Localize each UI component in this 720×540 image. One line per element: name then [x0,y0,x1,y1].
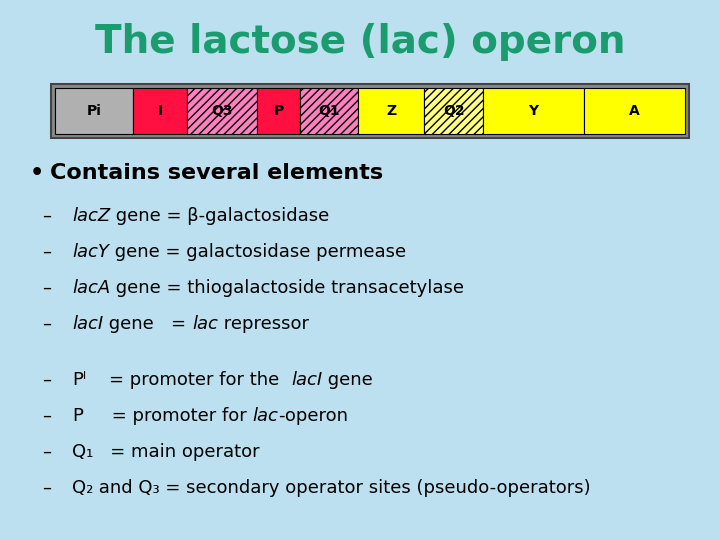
Text: –: – [42,279,51,297]
Text: –: – [42,315,51,333]
Text: gene: gene [322,371,373,389]
Text: = promoter for the: = promoter for the [86,371,291,389]
Text: –: – [42,479,51,497]
Text: lacY: lacY [72,243,109,261]
Text: gene = thiogalactoside transacetylase: gene = thiogalactoside transacetylase [110,279,464,297]
Text: The lactose (lac) operon: The lactose (lac) operon [95,23,625,61]
Text: -operon: -operon [278,407,348,425]
Text: lacA: lacA [72,279,110,297]
Text: –: – [42,443,51,461]
Text: gene   =: gene = [103,315,192,333]
Text: repressor: repressor [217,315,309,333]
Text: lacI: lacI [72,315,103,333]
Text: Q3: Q3 [212,104,233,118]
Text: A: A [629,104,640,118]
Text: –: – [42,207,51,225]
Text: Q₁: Q₁ [72,443,94,461]
Text: Q₂: Q₂ [72,479,94,497]
Text: lacZ: lacZ [72,207,110,225]
Text: –: – [42,371,51,389]
Bar [55,88,132,134]
Text: Pᴵ: Pᴵ [72,371,86,389]
Text: lacI: lacI [291,371,322,389]
Text: Pi: Pi [86,104,102,118]
Text: P: P [72,407,83,425]
Bar [257,88,300,134]
Bar [300,88,359,134]
Text: P: P [274,104,284,118]
Bar [51,84,689,138]
Text: Q1: Q1 [318,104,340,118]
Text: Contains several elements: Contains several elements [50,163,383,183]
Text: and Q₃ = secondary operator sites (pseudo-operators): and Q₃ = secondary operator sites (pseud… [94,479,591,497]
Text: Z: Z [387,104,397,118]
Text: gene = β-galactosidase: gene = β-galactosidase [110,207,330,225]
Text: –: – [42,243,51,261]
Text: I: I [158,104,163,118]
Bar [187,88,257,134]
Text: –: – [42,407,51,425]
Text: lac: lac [192,315,217,333]
Text: lac: lac [253,407,278,425]
Text: = promoter for: = promoter for [83,407,253,425]
Bar [132,88,187,134]
Text: Q2: Q2 [443,104,464,118]
Bar [359,88,425,134]
Text: •: • [30,163,44,183]
Bar [425,88,483,134]
Text: gene = galactosidase permease: gene = galactosidase permease [109,243,406,261]
Text: Y: Y [528,104,539,118]
Text: = main operator: = main operator [94,443,260,461]
Bar [483,88,584,134]
Bar [584,88,685,134]
